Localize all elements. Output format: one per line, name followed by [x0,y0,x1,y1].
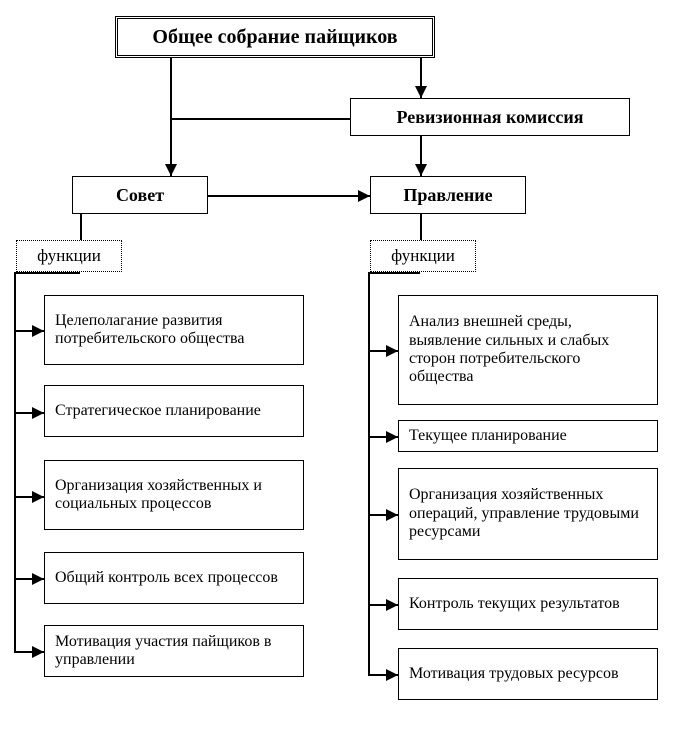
arrowhead-right [386,669,398,681]
node-l5: Мотивация участия пайщиков в управлении [44,625,304,677]
arrowhead-down [415,86,427,98]
connector-v [170,118,172,176]
node-revision: Ревизионная комиссия [350,98,630,136]
connector-v [14,272,16,651]
connector-h [368,272,420,274]
node-func_r: функции [370,240,476,272]
arrowhead-right [32,407,44,419]
connector-h [14,272,80,274]
arrowhead-right [386,509,398,521]
arrowhead-right [32,325,44,337]
arrowhead-right [32,646,44,658]
node-r1: Анализ внешней среды, выявление сильных … [398,295,658,405]
connector-h [208,195,370,197]
node-r5: Мотивация трудовых ресурсов [398,648,658,700]
node-l2: Стратегическое планирование [44,385,304,437]
node-r2: Текущее планирование [398,420,658,452]
connector-v [368,272,370,674]
node-l3: Организация хозяйственных и социальных п… [44,460,304,530]
node-sovet: Совет [72,176,208,214]
node-l1: Целеполагание развития потребительского … [44,295,304,365]
connector-h [170,118,350,120]
arrowhead-right [358,190,370,202]
node-func_l: функции [16,240,122,272]
node-l4: Общий контроль всех процессов [44,552,304,604]
arrowhead-right [386,345,398,357]
flowchart-stage: Общее собрание пайщиков Ревизионная комис… [0,0,674,733]
node-r3: Организация хозяйственных операций, упра… [398,468,658,560]
arrowhead-down [415,164,427,176]
arrowhead-right [32,491,44,503]
arrowhead-right [386,431,398,443]
node-r4: Контроль текущих результатов [398,578,658,630]
connector-v [420,214,422,240]
node-assembly: Общее собрание пайщиков [115,16,435,58]
node-pravlenie: Правление [370,176,526,214]
arrowhead-right [32,573,44,585]
arrowhead-right [386,599,398,611]
connector-v [80,214,82,240]
